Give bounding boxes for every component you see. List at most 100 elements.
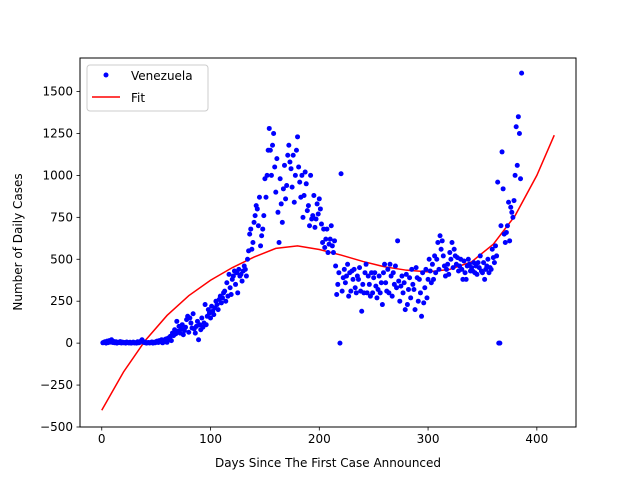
- data-point: [256, 194, 262, 200]
- data-point: [341, 266, 347, 272]
- data-point: [405, 286, 411, 292]
- data-point: [488, 266, 494, 272]
- data-point: [287, 159, 293, 165]
- data-point: [407, 275, 413, 281]
- data-point: [311, 193, 317, 199]
- data-point: [307, 223, 313, 229]
- data-point: [278, 201, 284, 207]
- data-point: [283, 196, 289, 202]
- data-point: [421, 300, 427, 306]
- data-point: [259, 233, 265, 239]
- legend-box: [86, 64, 209, 112]
- data-point: [506, 199, 512, 205]
- data-point: [434, 256, 440, 262]
- data-point: [360, 281, 366, 287]
- y-tick-label: −500: [40, 420, 73, 434]
- data-point: [296, 164, 302, 170]
- data-point: [174, 318, 180, 324]
- legend-label-venezuela: Venezuela: [131, 69, 193, 83]
- data-point: [335, 281, 341, 287]
- data-point: [310, 213, 316, 219]
- data-point: [248, 226, 254, 232]
- data-point: [272, 164, 278, 170]
- data-point: [233, 281, 239, 287]
- data-point: [230, 273, 236, 279]
- data-point: [404, 302, 410, 308]
- data-point: [270, 142, 276, 148]
- data-point: [168, 338, 174, 344]
- data-point: [264, 172, 270, 178]
- y-tick-label: 250: [50, 294, 73, 308]
- data-point: [192, 330, 198, 336]
- data-point: [202, 302, 208, 308]
- data-point: [461, 258, 467, 264]
- data-point: [208, 315, 214, 321]
- plot-frame: [79, 57, 577, 428]
- legend-label-fit: Fit: [131, 91, 145, 105]
- data-point: [180, 332, 186, 338]
- data-point: [366, 281, 372, 287]
- data-point: [346, 293, 352, 299]
- data-point: [305, 203, 311, 209]
- data-point: [451, 246, 457, 252]
- data-point: [435, 240, 441, 245]
- data-point: [218, 300, 224, 306]
- data-point: [475, 260, 481, 266]
- data-point: [416, 276, 422, 282]
- legend: Venezuela Fit: [86, 64, 209, 112]
- data-point: [482, 276, 488, 282]
- data-point: [288, 166, 294, 172]
- data-point: [370, 290, 376, 296]
- data-point: [392, 263, 398, 269]
- data-point: [279, 219, 285, 225]
- x-tick-label: 100: [199, 432, 222, 446]
- data-point: [284, 182, 290, 188]
- y-tick-label: 1500: [42, 85, 73, 99]
- data-point: [499, 149, 505, 155]
- data-point: [409, 266, 415, 272]
- data-point: [219, 295, 225, 301]
- data-point: [419, 313, 425, 319]
- data-point: [277, 176, 283, 182]
- y-axis: −500 −250 0 250 500 750 1000 1250 1500: [40, 85, 80, 434]
- data-point: [383, 280, 389, 286]
- data-point: [355, 276, 361, 282]
- data-point: [308, 172, 314, 178]
- data-point: [396, 278, 402, 284]
- data-point: [513, 124, 519, 130]
- data-point: [315, 211, 321, 217]
- data-point: [448, 256, 454, 262]
- data-point: [400, 290, 406, 296]
- data-point: [398, 283, 404, 289]
- data-point: [292, 172, 298, 178]
- data-point: [408, 295, 414, 301]
- data-point: [489, 246, 495, 252]
- data-point: [507, 238, 513, 244]
- points-layer: [100, 70, 525, 346]
- data-point: [316, 196, 322, 202]
- data-point: [314, 201, 320, 207]
- data-point: [485, 256, 491, 262]
- data-point: [462, 270, 468, 276]
- data-point: [403, 271, 409, 277]
- x-axis: 0 100 200 300 400: [98, 427, 548, 446]
- data-point: [339, 288, 345, 294]
- data-point: [495, 179, 501, 185]
- data-point: [328, 223, 334, 229]
- data-point: [249, 246, 255, 252]
- y-tick-label: 1250: [42, 126, 73, 140]
- data-point: [312, 224, 318, 230]
- data-point: [479, 270, 485, 276]
- data-point: [504, 223, 510, 229]
- x-tick-label: 0: [98, 432, 106, 446]
- data-point: [245, 256, 251, 262]
- data-point: [255, 223, 261, 229]
- data-point: [503, 229, 509, 235]
- data-point: [491, 260, 497, 266]
- data-point: [440, 253, 446, 259]
- data-point: [281, 162, 287, 168]
- plot-area: [100, 70, 555, 411]
- data-point: [325, 250, 331, 256]
- data-point: [243, 273, 249, 279]
